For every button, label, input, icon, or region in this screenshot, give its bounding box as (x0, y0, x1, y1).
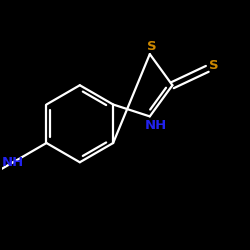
Text: NH: NH (2, 156, 24, 169)
Text: S: S (209, 59, 219, 72)
Text: NH: NH (145, 119, 167, 132)
Text: S: S (147, 40, 156, 53)
